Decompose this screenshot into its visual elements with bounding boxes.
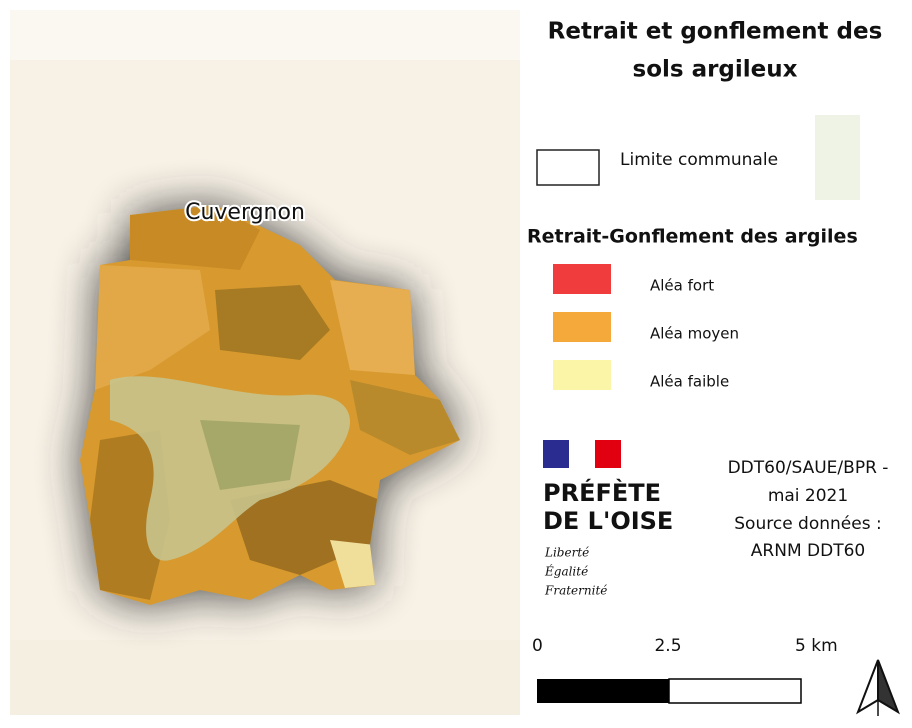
credits-line: DDT60/SAUE/BPR - <box>728 458 889 478</box>
flag-blue <box>543 440 569 468</box>
credits-line: ARNM DDT60 <box>751 541 865 561</box>
legend-swatch <box>553 360 611 390</box>
map-title: sols argileux <box>633 57 798 83</box>
legend-label: Aléa faible <box>650 373 729 391</box>
scale-bar-black <box>537 679 669 703</box>
map-title: Retrait et gonflement des <box>548 19 883 45</box>
credits-line: mai 2021 <box>768 486 848 506</box>
commune-label: Cuvergnon <box>185 200 305 225</box>
scale-label: 2.5 <box>654 636 681 656</box>
scale-label: 0 <box>532 636 543 656</box>
basemap-field <box>815 115 860 200</box>
legend-swatch <box>553 264 611 294</box>
basemap-field <box>10 640 520 715</box>
logo-motto: Fraternité <box>544 584 607 598</box>
flag-white <box>569 440 595 468</box>
legend-heading: Retrait-Gonflement des argiles <box>527 226 858 248</box>
map-page: Cuvergnon Retrait et gonflement des sols… <box>0 0 912 724</box>
flag-red <box>595 440 621 468</box>
scale-bar-white <box>669 679 801 703</box>
credits-line: Source données : <box>734 514 881 534</box>
boundary-swatch <box>537 150 599 185</box>
scale-label: 5 km <box>795 636 838 656</box>
legend-swatch <box>553 312 611 342</box>
logo-name: PRÉFÈTE <box>543 478 661 507</box>
legend-label: Limite communale <box>620 150 778 170</box>
logo-motto: Liberté <box>544 546 589 560</box>
logo-name: DE L'OISE <box>543 507 673 535</box>
legend-label: Aléa fort <box>650 277 714 295</box>
legend-label: Aléa moyen <box>650 325 739 343</box>
logo-motto: Égalité <box>544 564 588 579</box>
basemap-field <box>10 10 520 60</box>
